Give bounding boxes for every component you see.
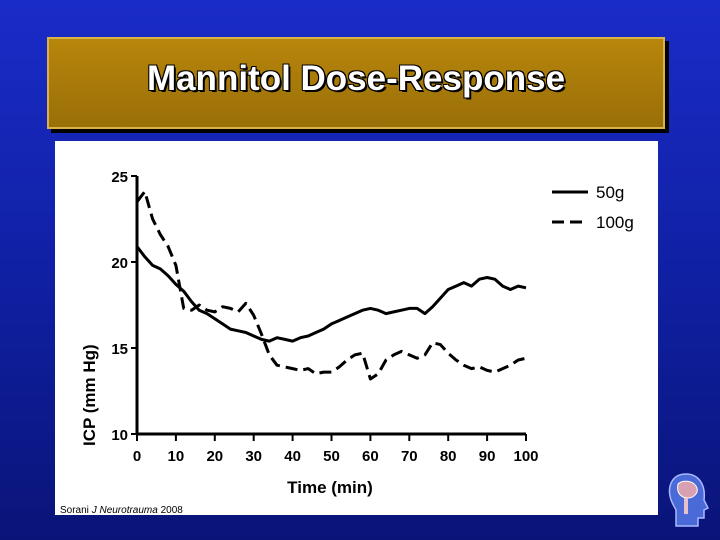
citation: Sorani J Neurotrauma 2008 (60, 505, 183, 516)
x-tick-label: 50 (323, 448, 340, 465)
x-tick-label: 70 (401, 448, 418, 465)
x-tick-label: 20 (206, 448, 223, 465)
y-tick-label: 15 (111, 341, 128, 358)
series-line-50g (135, 245, 527, 343)
x-tick-label: 100 (513, 448, 538, 465)
x-tick-label: 10 (168, 448, 185, 465)
y-tick-label: 25 (111, 169, 128, 186)
y-tick-label: 20 (111, 255, 128, 272)
x-axis-label: Time (min) (287, 478, 373, 497)
title-banner: Mannitol Dose-Response (47, 37, 665, 129)
chart-panel: 10 15 20 25 0 10 20 30 40 50 60 70 80 90 100 50g 100g IC… (55, 141, 658, 516)
citation-author: Sorani (60, 505, 89, 516)
x-tick-label: 80 (440, 448, 457, 465)
y-tick-label: 10 (111, 427, 128, 444)
x-tick-label: 0 (133, 448, 141, 465)
y-axis-label: ICP (mm Hg) (80, 344, 99, 446)
icp-line-chart: 10 15 20 25 0 10 20 30 40 50 60 70 80 90 100 50g 100g IC… (80, 169, 634, 497)
x-tick-label: 30 (245, 448, 262, 465)
x-tick-label: 90 (479, 448, 496, 465)
citation-year: 2008 (160, 505, 183, 516)
brain-profile-icon (668, 473, 710, 527)
x-tick-label: 60 (362, 448, 379, 465)
x-tick-label: 40 (284, 448, 301, 465)
citation-journal: J Neurotrauma (91, 505, 158, 516)
slide-title: Mannitol Dose-Response (146, 59, 566, 98)
legend-label-50g: 50g (596, 183, 624, 202)
legend-label-100g: 100g (596, 213, 634, 232)
